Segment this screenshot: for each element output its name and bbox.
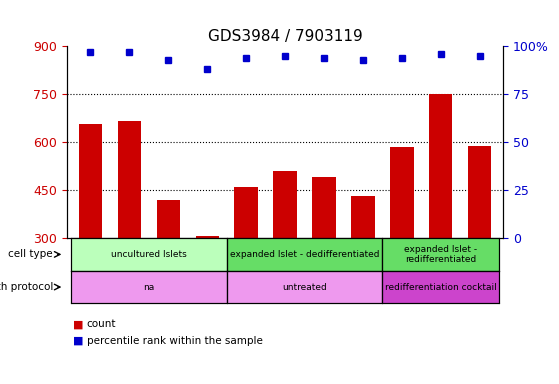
Text: ■: ■: [73, 336, 83, 346]
Text: redifferentiation cocktail: redifferentiation cocktail: [385, 283, 497, 291]
Bar: [468, 146, 491, 334]
Bar: [79, 124, 102, 334]
Bar: [312, 177, 336, 334]
Text: count: count: [87, 319, 116, 329]
Text: expanded Islet -
redifferentiated: expanded Islet - redifferentiated: [404, 245, 477, 264]
Text: growth protocol: growth protocol: [0, 282, 53, 292]
Text: expanded Islet - dedifferentiated: expanded Islet - dedifferentiated: [230, 250, 380, 259]
Bar: [234, 187, 258, 334]
Bar: [351, 197, 375, 334]
Text: uncultured Islets: uncultured Islets: [111, 250, 187, 259]
Text: percentile rank within the sample: percentile rank within the sample: [87, 336, 263, 346]
Bar: [196, 236, 219, 334]
Bar: [429, 94, 452, 334]
Text: cell type: cell type: [8, 249, 53, 260]
Text: na: na: [143, 283, 154, 291]
Bar: [118, 121, 141, 334]
Bar: [390, 147, 414, 334]
Title: GDS3984 / 7903119: GDS3984 / 7903119: [208, 28, 362, 43]
Text: untreated: untreated: [282, 283, 327, 291]
Text: ■: ■: [73, 319, 83, 329]
Bar: [157, 200, 180, 334]
Bar: [273, 171, 297, 334]
